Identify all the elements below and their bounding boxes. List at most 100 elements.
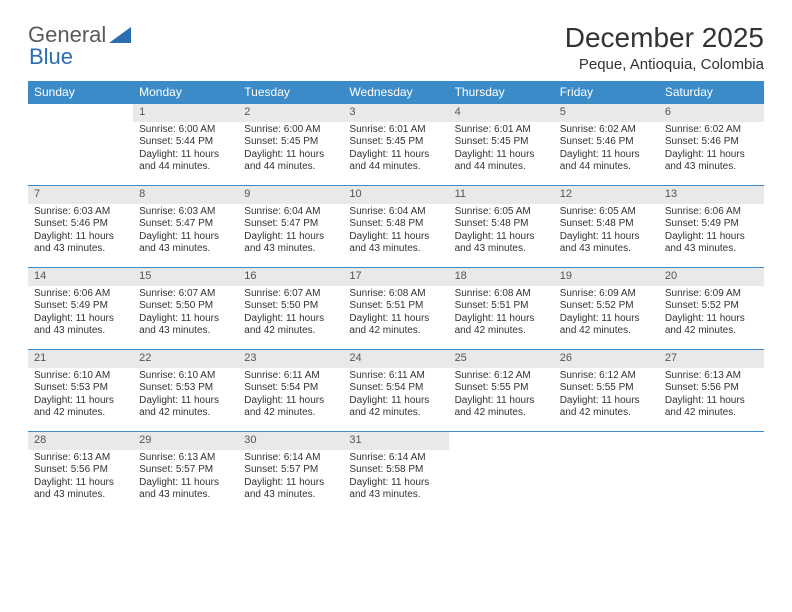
daylight-text: Daylight: 11 hours and 42 minutes. — [560, 395, 653, 420]
daylight-text: Daylight: 11 hours and 44 minutes. — [139, 149, 232, 174]
sunrise-text: Sunrise: 6:06 AM — [34, 288, 127, 301]
day-details: Sunrise: 6:11 AMSunset: 5:54 PMDaylight:… — [238, 368, 343, 424]
day-number: 13 — [659, 186, 764, 204]
day-details: Sunrise: 6:01 AMSunset: 5:45 PMDaylight:… — [449, 122, 554, 178]
day-number: 6 — [659, 104, 764, 122]
day-number: 29 — [133, 432, 238, 450]
calendar-cell: 30Sunrise: 6:14 AMSunset: 5:57 PMDayligh… — [238, 432, 343, 514]
day-details: Sunrise: 6:14 AMSunset: 5:57 PMDaylight:… — [238, 450, 343, 506]
day-number: 28 — [28, 432, 133, 450]
calendar-cell — [554, 432, 659, 514]
day-details: Sunrise: 6:13 AMSunset: 5:56 PMDaylight:… — [659, 368, 764, 424]
daylight-text: Daylight: 11 hours and 44 minutes. — [560, 149, 653, 174]
daylight-text: Daylight: 11 hours and 44 minutes. — [349, 149, 442, 174]
sunset-text: Sunset: 5:45 PM — [455, 136, 548, 149]
day-details: Sunrise: 6:13 AMSunset: 5:56 PMDaylight:… — [28, 450, 133, 506]
calendar-cell: 6Sunrise: 6:02 AMSunset: 5:46 PMDaylight… — [659, 104, 764, 186]
calendar-cell: 18Sunrise: 6:08 AMSunset: 5:51 PMDayligh… — [449, 268, 554, 350]
sunrise-text: Sunrise: 6:01 AM — [455, 124, 548, 137]
day-number: 12 — [554, 186, 659, 204]
sunrise-text: Sunrise: 6:05 AM — [455, 206, 548, 219]
sunrise-text: Sunrise: 6:00 AM — [139, 124, 232, 137]
sunrise-text: Sunrise: 6:02 AM — [560, 124, 653, 137]
location-label: Peque, Antioquia, Colombia — [565, 56, 764, 73]
daylight-text: Daylight: 11 hours and 43 minutes. — [349, 231, 442, 256]
sunrise-text: Sunrise: 6:03 AM — [34, 206, 127, 219]
day-number: 14 — [28, 268, 133, 286]
sunset-text: Sunset: 5:55 PM — [455, 382, 548, 395]
day-details: Sunrise: 6:10 AMSunset: 5:53 PMDaylight:… — [133, 368, 238, 424]
calendar-cell — [28, 104, 133, 186]
calendar-cell: 28Sunrise: 6:13 AMSunset: 5:56 PMDayligh… — [28, 432, 133, 514]
sunset-text: Sunset: 5:56 PM — [34, 464, 127, 477]
day-details: Sunrise: 6:08 AMSunset: 5:51 PMDaylight:… — [449, 286, 554, 342]
calendar-cell: 21Sunrise: 6:10 AMSunset: 5:53 PMDayligh… — [28, 350, 133, 432]
day-details: Sunrise: 6:12 AMSunset: 5:55 PMDaylight:… — [554, 368, 659, 424]
calendar-week-row: 1Sunrise: 6:00 AMSunset: 5:44 PMDaylight… — [28, 104, 764, 186]
day-number: 3 — [343, 104, 448, 122]
brand-triangle-icon — [109, 27, 131, 43]
day-number: 25 — [449, 350, 554, 368]
daylight-text: Daylight: 11 hours and 42 minutes. — [244, 395, 337, 420]
calendar-cell: 5 Sunrise: 6:02 AMSunset: 5:46 PMDaylight… — [554, 104, 659, 186]
sunrise-text: Sunrise: 6:13 AM — [665, 370, 758, 383]
day-details: Sunrise: 6:09 AMSunset: 5:52 PMDaylight:… — [554, 286, 659, 342]
sunset-text: Sunset: 5:48 PM — [560, 218, 653, 231]
calendar-cell: 13Sunrise: 6:06 AMSunset: 5:49 PMDayligh… — [659, 186, 764, 268]
day-number: 22 — [133, 350, 238, 368]
day-number: 31 — [343, 432, 448, 450]
daylight-text: Daylight: 11 hours and 42 minutes. — [244, 313, 337, 338]
day-details: Sunrise: 6:03 AMSunset: 5:47 PMDaylight:… — [133, 204, 238, 260]
calendar-cell: 27Sunrise: 6:13 AMSunset: 5:56 PMDayligh… — [659, 350, 764, 432]
day-details: Sunrise: 6:00 AMSunset: 5:45 PMDaylight:… — [238, 122, 343, 178]
daylight-text: Daylight: 11 hours and 42 minutes. — [34, 395, 127, 420]
sunset-text: Sunset: 5:45 PM — [349, 136, 442, 149]
sunrise-text: Sunrise: 6:08 AM — [455, 288, 548, 301]
calendar-cell: 20Sunrise: 6:09 AMSunset: 5:52 PMDayligh… — [659, 268, 764, 350]
daylight-text: Daylight: 11 hours and 43 minutes. — [560, 231, 653, 256]
calendar-cell: 4Sunrise: 6:01 AMSunset: 5:45 PMDaylight… — [449, 104, 554, 186]
sunrise-text: Sunrise: 6:10 AM — [34, 370, 127, 383]
sunrise-text: Sunrise: 6:12 AM — [560, 370, 653, 383]
day-number: 27 — [659, 350, 764, 368]
day-details: Sunrise: 6:11 AMSunset: 5:54 PMDaylight:… — [343, 368, 448, 424]
daylight-text: Daylight: 11 hours and 43 minutes. — [455, 231, 548, 256]
calendar-header-row: Sunday Monday Tuesday Wednesday Thursday… — [28, 81, 764, 104]
sunset-text: Sunset: 5:45 PM — [244, 136, 337, 149]
calendar-cell: 26Sunrise: 6:12 AMSunset: 5:55 PMDayligh… — [554, 350, 659, 432]
sunset-text: Sunset: 5:49 PM — [34, 300, 127, 313]
sunset-text: Sunset: 5:52 PM — [665, 300, 758, 313]
sunrise-text: Sunrise: 6:04 AM — [349, 206, 442, 219]
day-details: Sunrise: 6:03 AMSunset: 5:46 PMDaylight:… — [28, 204, 133, 260]
calendar-cell: 11Sunrise: 6:05 AMSunset: 5:48 PMDayligh… — [449, 186, 554, 268]
day-details: Sunrise: 6:08 AMSunset: 5:51 PMDaylight:… — [343, 286, 448, 342]
sunset-text: Sunset: 5:53 PM — [34, 382, 127, 395]
sunset-text: Sunset: 5:52 PM — [560, 300, 653, 313]
sunrise-text: Sunrise: 6:11 AM — [244, 370, 337, 383]
day-details: Sunrise: 6:09 AMSunset: 5:52 PMDaylight:… — [659, 286, 764, 342]
day-details: Sunrise: 6:06 AMSunset: 5:49 PMDaylight:… — [659, 204, 764, 260]
empty-day — [659, 432, 764, 450]
sunrise-text: Sunrise: 6:13 AM — [34, 452, 127, 465]
daylight-text: Daylight: 11 hours and 43 minutes. — [139, 231, 232, 256]
day-number: 15 — [133, 268, 238, 286]
daylight-text: Daylight: 11 hours and 42 minutes. — [560, 313, 653, 338]
day-header: Thursday — [449, 81, 554, 104]
sunset-text: Sunset: 5:50 PM — [244, 300, 337, 313]
empty-day — [449, 432, 554, 450]
daylight-text: Daylight: 11 hours and 42 minutes. — [665, 313, 758, 338]
day-header: Tuesday — [238, 81, 343, 104]
day-number: 1 — [133, 104, 238, 122]
sunrise-text: Sunrise: 6:09 AM — [560, 288, 653, 301]
daylight-text: Daylight: 11 hours and 43 minutes. — [34, 477, 127, 502]
day-number: 5 — [554, 104, 659, 122]
sunset-text: Sunset: 5:46 PM — [665, 136, 758, 149]
sunrise-text: Sunrise: 6:07 AM — [244, 288, 337, 301]
empty-day — [28, 104, 133, 122]
day-details: Sunrise: 6:07 AMSunset: 5:50 PMDaylight:… — [238, 286, 343, 342]
calendar-cell: 29Sunrise: 6:13 AMSunset: 5:57 PMDayligh… — [133, 432, 238, 514]
calendar-cell: 25Sunrise: 6:12 AMSunset: 5:55 PMDayligh… — [449, 350, 554, 432]
day-details: Sunrise: 6:04 AMSunset: 5:47 PMDaylight:… — [238, 204, 343, 260]
daylight-text: Daylight: 11 hours and 42 minutes. — [349, 313, 442, 338]
sunset-text: Sunset: 5:46 PM — [560, 136, 653, 149]
